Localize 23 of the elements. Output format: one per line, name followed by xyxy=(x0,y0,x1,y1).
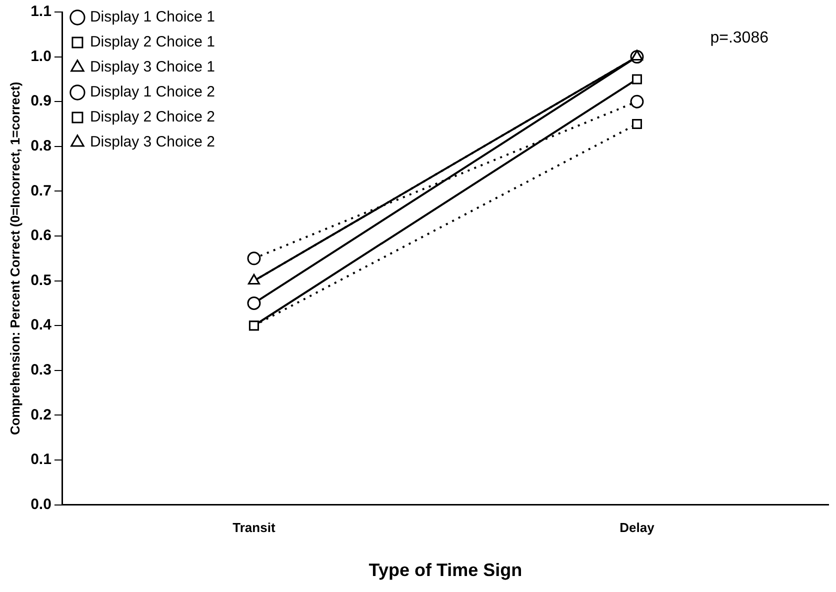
legend-label: Display 2 Choice 2 xyxy=(90,108,216,126)
y-tick-label: 0.5 xyxy=(30,272,52,289)
legend-label: Display 1 Choice 2 xyxy=(90,84,216,101)
y-tick-label: 0.1 xyxy=(30,451,52,468)
legend-label: Display 1 Choice 1 xyxy=(90,8,216,26)
y-tick-label: 0.6 xyxy=(30,227,52,244)
y-axis-title: Comprehension: Percent Correct (0=Incorrect, 1=correct) xyxy=(7,82,22,436)
y-tick-label: 0.7 xyxy=(30,182,52,200)
x-axis-title: Type of Time Sign xyxy=(368,560,522,580)
y-tick-label: 0.2 xyxy=(30,406,52,424)
y-tick-label: 1.1 xyxy=(30,3,52,20)
legend-label: Display 2 Choice 1 xyxy=(90,34,216,51)
legend-label: Display 3 Choice 2 xyxy=(90,134,216,151)
y-tick-label: 0.9 xyxy=(30,92,52,110)
y-tick-label: 0.0 xyxy=(30,496,52,513)
y-tick-label: 0.3 xyxy=(30,362,52,379)
annotation: p=.3086 xyxy=(710,29,769,46)
x-tick-label: Transit xyxy=(232,520,276,536)
y-tick-label: 0.4 xyxy=(30,316,52,334)
y-tick-label: 1.0 xyxy=(30,48,52,65)
y-tick-label: 0.8 xyxy=(30,138,52,155)
legend-label: Display 3 Choice 1 xyxy=(90,58,216,76)
x-tick-label: Delay xyxy=(620,520,656,536)
